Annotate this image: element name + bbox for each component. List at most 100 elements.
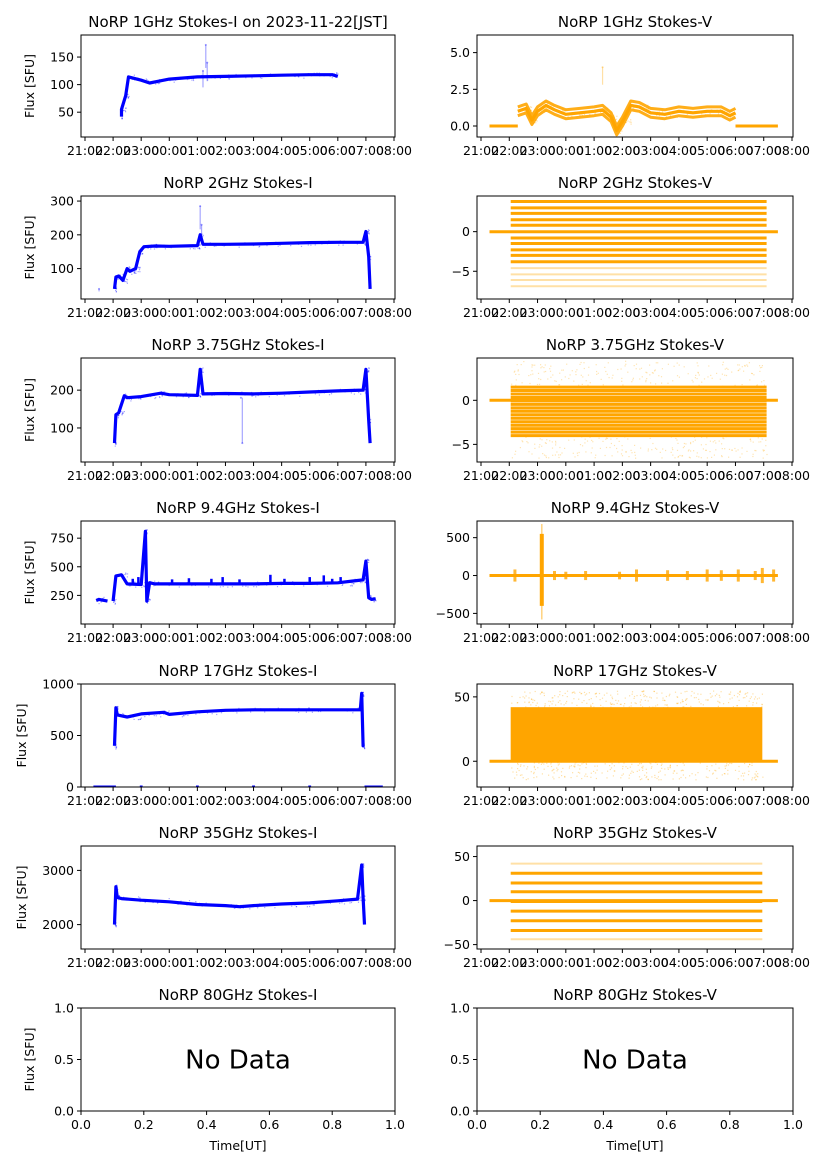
x-tick-label: 04:00	[264, 468, 300, 483]
series-main	[112, 863, 367, 925]
x-tick-label: 23:00	[123, 793, 159, 808]
y-tick-label: 0.0	[450, 1104, 470, 1119]
x-tick-label: 03:00	[236, 468, 272, 483]
chart-title: NoRP 9.4GHz Stokes-I	[156, 499, 320, 517]
y-tick-label: 0	[462, 893, 470, 908]
x-tick-label: 07:00	[348, 305, 384, 320]
panel-2GHz-I: NoRP 2GHz Stokes-I 100 200 300 21:0022:0023:…	[22, 174, 412, 320]
plot-area	[119, 43, 339, 120]
x-tick-label: 0.8	[322, 1117, 342, 1132]
axes-frame	[80, 683, 396, 788]
x-tick-label: 06:00	[717, 630, 753, 645]
point	[98, 287, 101, 290]
noise	[360, 707, 363, 712]
y-tick-label: 0	[462, 224, 470, 239]
x-tick-label: 05:00	[689, 630, 725, 645]
x-tick-label: 07:00	[348, 793, 384, 808]
noise	[121, 114, 123, 120]
y-tick-label: 200	[50, 383, 74, 398]
y-tick-label: 0	[462, 568, 470, 583]
x-tick-label: 01:00	[576, 955, 612, 970]
panel-1GHz-I: NoRP 1GHz Stokes-I on 2023-11-22[JST] 50 1…	[22, 13, 412, 158]
x-tick-label: 05:00	[689, 143, 725, 158]
noise	[227, 391, 254, 397]
noise	[131, 74, 139, 81]
noise	[200, 74, 226, 81]
x-tick-label: 04:00	[661, 630, 697, 645]
x-tick-label: 21:00	[463, 468, 499, 483]
panel-2GHz-V: NoRP 2GHz Stokes-V −5 0 21:0022:0023:0000:0…	[452, 174, 810, 320]
x-tick-label: 22:00	[95, 793, 131, 808]
noise	[363, 577, 367, 584]
noise	[114, 440, 117, 447]
noise	[122, 107, 127, 113]
x-tick-label: 08:00	[376, 955, 412, 970]
x-tick-label: 01:00	[576, 793, 612, 808]
x-tick-label: 06:00	[320, 955, 356, 970]
noise	[198, 902, 226, 907]
plot-area	[489, 690, 778, 781]
y-tick-label: 50	[454, 849, 470, 864]
point	[204, 43, 207, 46]
noise	[227, 904, 238, 909]
noise	[368, 254, 372, 261]
y-tick-label: 500	[50, 728, 74, 743]
noise	[312, 900, 336, 906]
panel-1GHz-V: NoRP 1GHz Stokes-V 0.0 2.5 5.0 21:0022:0023:…	[450, 13, 810, 158]
x-tick-label: 01:00	[179, 468, 215, 483]
y-tick-label: 750	[50, 531, 74, 546]
noise	[141, 78, 150, 83]
x-tick-label: 22:00	[95, 468, 131, 483]
x-tick-label: 04:00	[264, 955, 300, 970]
x-tick-label: 04:00	[661, 955, 697, 970]
y-axis-label: Flux [SFU]	[14, 704, 29, 768]
noise	[146, 244, 156, 250]
noise	[339, 898, 353, 905]
x-tick-label: 0.6	[259, 1117, 279, 1132]
x-tick-label: 22:00	[491, 143, 527, 158]
x-tick-label: 07:00	[746, 955, 782, 970]
dense-band	[510, 707, 763, 762]
y-tick-label: 100	[50, 420, 74, 435]
y-tick-label: 1000	[42, 677, 74, 692]
x-tick-label: 21:00	[463, 793, 499, 808]
x-tick-label: 23:00	[123, 468, 159, 483]
y-tick-label: 2.5	[450, 82, 470, 97]
x-tick-label: 08:00	[774, 143, 810, 158]
panel-9.4GHz-V: NoRP 9.4GHz Stokes-V −500 0 500 21:0022:0023…	[436, 499, 810, 645]
no-data-label: No Data	[582, 1046, 688, 1076]
noise	[131, 270, 137, 275]
x-tick-label: 07:00	[746, 793, 782, 808]
x-tick-label: 06:00	[320, 793, 356, 808]
noise	[361, 863, 365, 868]
x-tick-label: 22:00	[95, 955, 131, 970]
noise	[239, 904, 251, 910]
y-tick-label: 1.0	[54, 1001, 74, 1016]
x-tick-label: 00:00	[151, 955, 187, 970]
axes-frame	[80, 34, 396, 138]
x-tick-label: 08:00	[376, 143, 412, 158]
y-tick-label: −5	[452, 264, 470, 279]
axes-frame	[80, 357, 396, 463]
x-tick-label: 23:00	[520, 630, 556, 645]
x-tick-label: 22:00	[491, 305, 527, 320]
y-tick-label: 500	[446, 530, 470, 545]
noise	[311, 581, 337, 587]
noise	[198, 393, 202, 398]
y-tick-label: 1.0	[450, 1001, 470, 1016]
x-tick-label: 00:00	[548, 793, 584, 808]
x-tick-label: 04:00	[661, 468, 697, 483]
axes-frame	[80, 520, 396, 625]
x-tick-label: 21:00	[67, 793, 103, 808]
noise	[228, 707, 254, 714]
sparse-points	[511, 690, 763, 709]
band-upper	[517, 99, 737, 128]
x-tick-label: 02:00	[207, 468, 243, 483]
series-main	[112, 229, 372, 290]
chart-title: NoRP 2GHz Stokes-V	[558, 174, 713, 192]
x-tick-label: 23:00	[123, 143, 159, 158]
x-tick-label: 0.0	[71, 1117, 91, 1132]
noise	[115, 286, 118, 293]
x-tick-label: 0.4	[593, 1117, 613, 1132]
noise	[116, 573, 122, 577]
